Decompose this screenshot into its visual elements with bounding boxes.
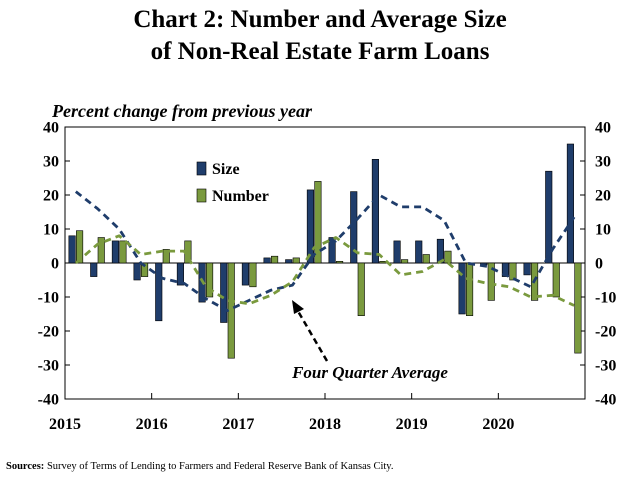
chart-title-line1: Chart 2: Number and Average Size [133, 6, 507, 33]
x-tick-label: 2017 [222, 416, 254, 433]
bar-group [68, 143, 582, 359]
size-bar [241, 262, 249, 286]
number-bar [119, 240, 127, 264]
number-bar [249, 262, 257, 288]
size-bar [458, 262, 466, 315]
number-bar [314, 181, 322, 264]
size-bar [415, 240, 423, 264]
number-bar [76, 230, 84, 264]
number-bar [552, 262, 560, 298]
number-bar [379, 260, 387, 264]
number-bar [141, 262, 149, 277]
x-tick-label: 2015 [49, 416, 81, 433]
y-tick-label-left: 40 [43, 120, 59, 137]
y-axis-label: Percent change from previous year [52, 101, 312, 121]
size-bar [545, 170, 553, 264]
legend-swatch-size [196, 161, 207, 176]
x-tick-label: 2020 [482, 416, 514, 433]
legend-swatch-number [196, 188, 207, 203]
legend-label-size: Size [212, 161, 240, 178]
number-bar [466, 262, 474, 317]
number-bar [206, 262, 214, 298]
size-bar [176, 262, 184, 286]
source-text: Survey of Terms of Lending to Farmers an… [46, 461, 394, 472]
y-tick-label-right: 10 [595, 222, 611, 239]
y-tick-label-right: 40 [595, 120, 611, 137]
size-bar [133, 262, 141, 281]
number-bar [401, 259, 409, 264]
y-tick-label-left: -40 [38, 392, 59, 409]
size-four-quarter-average-line [74, 190, 576, 313]
size-bar [501, 262, 509, 277]
annotation-label: Four Quarter Average [291, 363, 448, 382]
y-tick-label-left: 10 [43, 222, 59, 239]
source-note: Sources: Survey of Terms of Lending to F… [6, 461, 394, 472]
size-bar [263, 257, 271, 264]
number-bar [509, 262, 517, 281]
y-tick-label-right: 30 [595, 154, 611, 171]
number-bar [97, 237, 105, 264]
number-bar [162, 249, 170, 264]
y-tick-label-left: -30 [38, 358, 59, 375]
legend: Size Number [196, 161, 269, 205]
x-tick-label: 2016 [136, 416, 168, 433]
size-bar [328, 237, 336, 264]
y-tick-label-right: 20 [595, 188, 611, 205]
chart-title-line2: of Non-Real Estate Farm Loans [150, 38, 490, 65]
annotation-arrow-shaft [293, 305, 329, 362]
number-bar [292, 257, 300, 264]
number-bar [574, 262, 582, 354]
number-bar [357, 262, 365, 317]
size-bar [523, 262, 531, 276]
size-bar [393, 240, 401, 264]
number-four-quarter-average-line [74, 234, 575, 307]
size-bar [68, 235, 76, 264]
size-bar [306, 189, 314, 264]
size-bar [155, 262, 163, 322]
size-bar [111, 240, 119, 264]
x-tick-label: 2018 [309, 416, 341, 433]
y-tick-label-right: 0 [595, 256, 603, 273]
annotation-arrow-head [292, 300, 304, 314]
number-bar [422, 254, 430, 264]
size-bar [566, 143, 574, 264]
size-bar [371, 159, 379, 264]
y-tick-label-right: -20 [595, 324, 616, 341]
y-tick-label-right: -40 [595, 392, 616, 409]
legend-label-number: Number [212, 188, 269, 205]
y-tick-label-left: 30 [43, 154, 59, 171]
size-bar [285, 259, 293, 264]
number-bar [336, 260, 344, 264]
number-bar [444, 250, 452, 264]
source-label: Sources: [6, 461, 45, 472]
y-tick-label-left: -20 [38, 324, 59, 341]
y-tick-label-right: -30 [595, 358, 616, 375]
number-bar [271, 255, 279, 264]
size-bar [220, 262, 228, 323]
x-tick-label: 2019 [396, 416, 428, 433]
number-bar [487, 262, 495, 301]
y-tick-label-right: -10 [595, 290, 616, 307]
y-tick-label-left: 20 [43, 188, 59, 205]
chart-title: Chart 2: Number and Average Size of Non-… [0, 4, 640, 68]
y-tick-label-left: 0 [51, 256, 59, 273]
size-bar [90, 262, 98, 277]
y-tick-label-left: -10 [38, 290, 59, 307]
